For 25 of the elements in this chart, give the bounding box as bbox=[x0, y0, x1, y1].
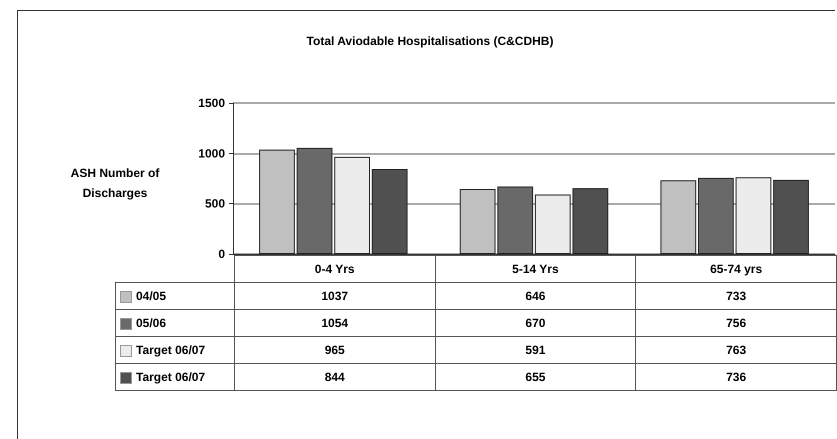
chart-title: Total Aviodable Hospitalisations (C&CDHB) bbox=[306, 34, 554, 48]
y-tick-label: 0 bbox=[218, 247, 226, 261]
data-label: 763 bbox=[636, 336, 836, 364]
y-tick-label: 1500 bbox=[198, 96, 226, 110]
data-label: 1037 bbox=[234, 282, 436, 310]
data-label: 670 bbox=[435, 310, 636, 336]
data-label: 591 bbox=[435, 336, 636, 364]
x-tick-label: 65-74 yrs bbox=[636, 256, 836, 282]
legend-label: Target 06/07 bbox=[116, 364, 234, 390]
data-label: 844 bbox=[234, 364, 436, 390]
data-label: 756 bbox=[636, 310, 836, 336]
y-tick-label: 500 bbox=[204, 196, 226, 211]
data-label: 733 bbox=[636, 282, 836, 310]
y-tick-label: 1000 bbox=[198, 146, 226, 160]
legend-label: 05/06 bbox=[116, 310, 234, 336]
data-label: 736 bbox=[636, 364, 836, 390]
data-label: 655 bbox=[435, 364, 636, 390]
x-tick-label: 0-4 Yrs bbox=[234, 256, 436, 282]
data-label: 965 bbox=[234, 336, 436, 364]
x-tick-label: 5-14 Yrs bbox=[435, 256, 636, 282]
data-label: 646 bbox=[435, 282, 636, 310]
data-label: 1054 bbox=[234, 310, 436, 336]
legend-label: Target 06/07 bbox=[116, 336, 234, 364]
legend-label: 04/05 bbox=[116, 282, 234, 310]
y-axis-title: ASH Number of Discharges bbox=[70, 165, 160, 202]
